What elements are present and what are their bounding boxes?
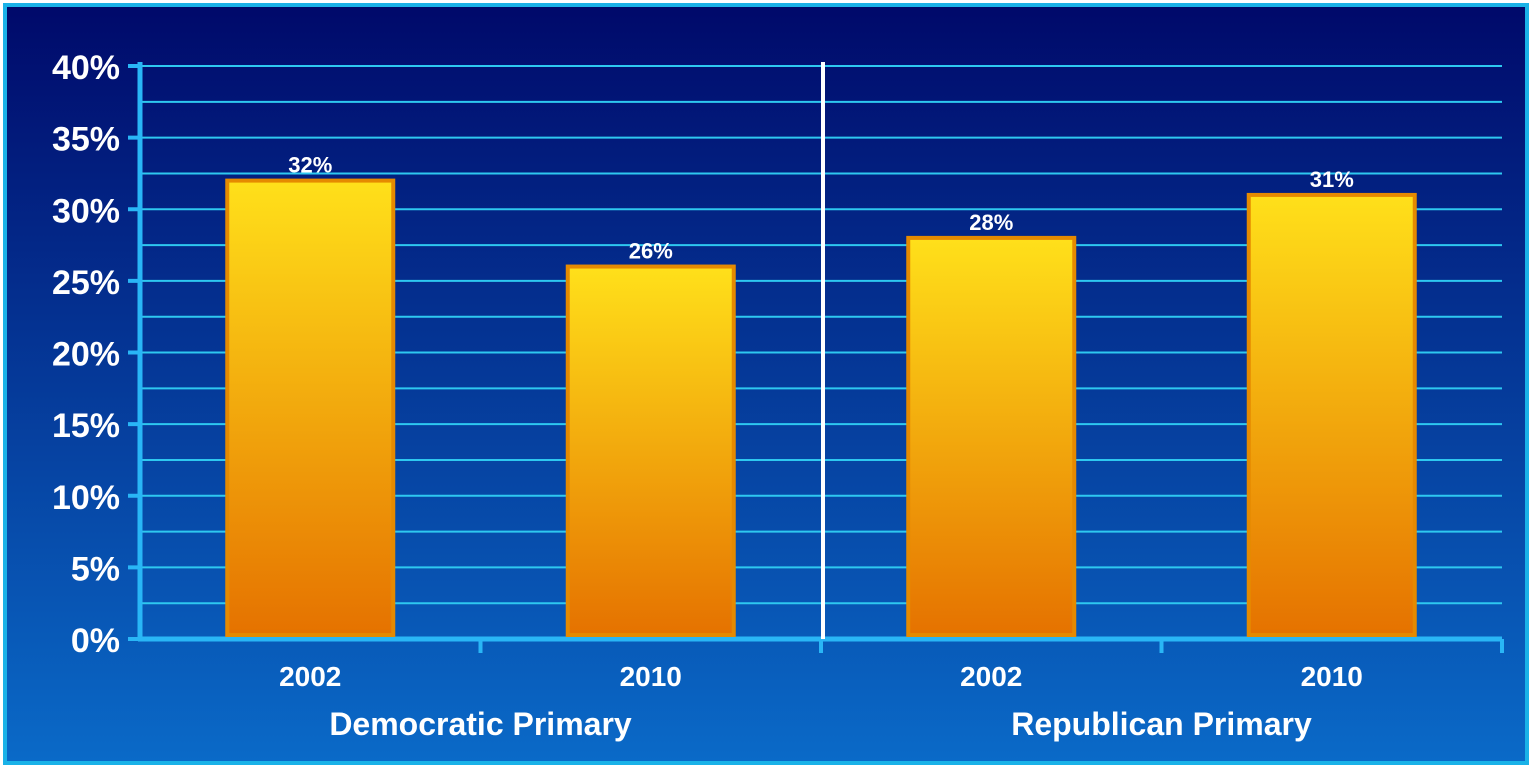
y-tick-label: 5% (71, 550, 120, 588)
group-label: Democratic Primary (329, 706, 632, 742)
y-tick-label: 0% (71, 622, 120, 660)
y-tick-label: 20% (52, 336, 120, 374)
bars (225, 178, 1417, 638)
axes (128, 62, 1504, 653)
bar (225, 178, 396, 637)
group-label: Republican Primary (1011, 706, 1312, 742)
x-tick-label: 2010 (620, 661, 682, 692)
y-tick-label: 35% (52, 121, 120, 159)
y-tick-label: 25% (52, 264, 120, 302)
bar (1246, 192, 1417, 638)
x-tick-label: 2002 (279, 661, 341, 692)
y-tick-label: 15% (52, 407, 120, 445)
x-tick-label: 2002 (960, 661, 1022, 692)
bar-value-label: 26% (629, 239, 673, 264)
bar (906, 235, 1077, 637)
y-tick-label: 30% (52, 192, 120, 230)
bar (565, 264, 736, 637)
labels: 0% 5% 10% 15% 20% 25% 30% 35% 40% 32% 2002 26% 2010 D… (52, 49, 1363, 742)
y-tick-label: 40% (52, 49, 120, 87)
y-tick-label: 10% (52, 479, 120, 517)
x-tick-label: 2010 (1301, 661, 1363, 692)
bar-value-label: 31% (1310, 167, 1354, 192)
bar-value-label: 28% (969, 210, 1013, 235)
bar-value-label: 32% (288, 153, 332, 178)
